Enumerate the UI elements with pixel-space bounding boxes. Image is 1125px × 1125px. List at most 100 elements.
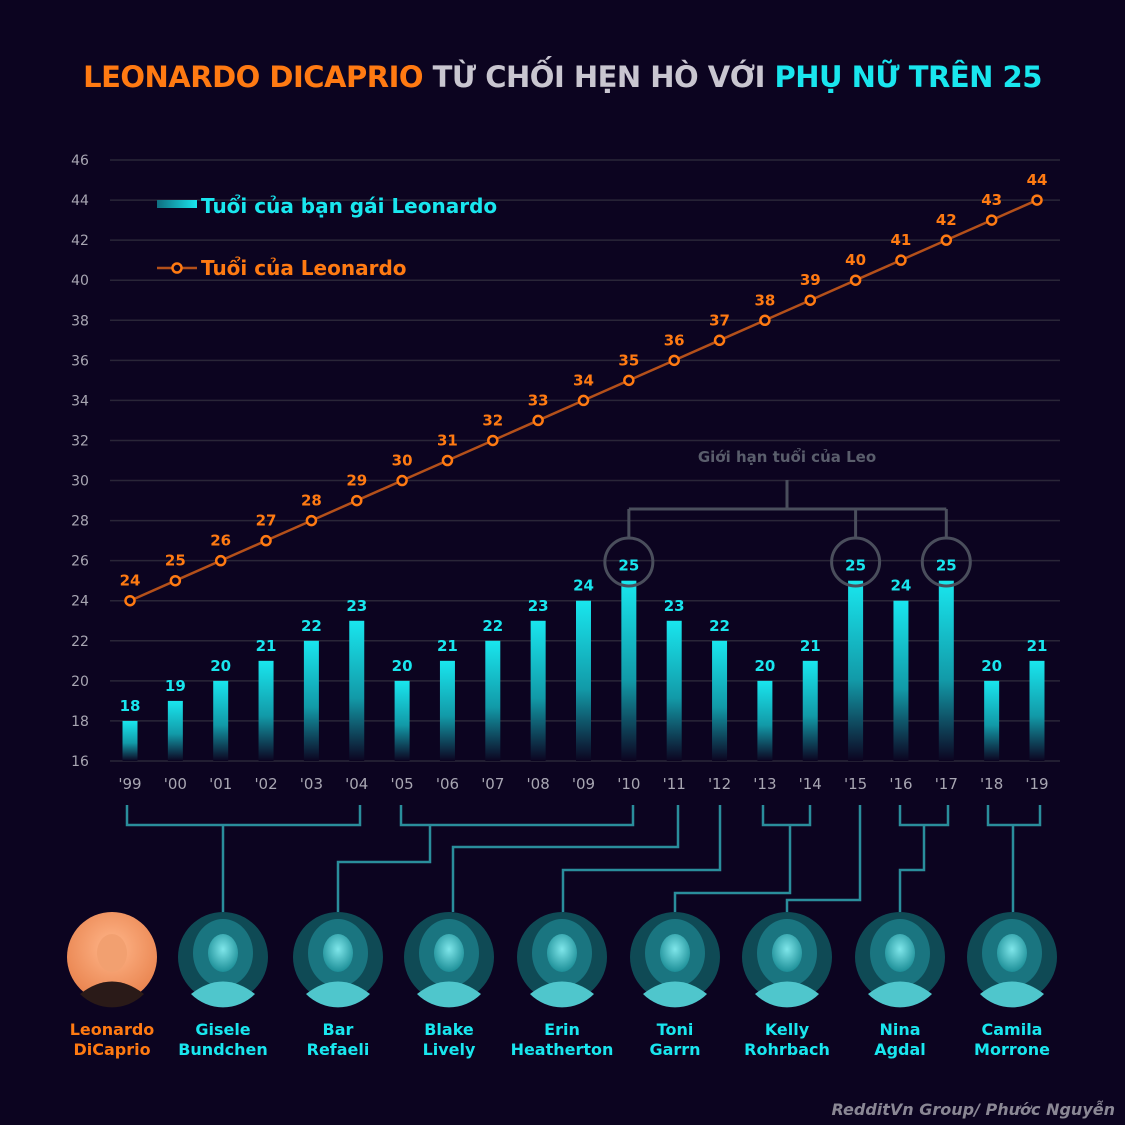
leo-age-point [305, 514, 318, 527]
shoulders-shape [417, 981, 481, 1008]
leo-age-point [985, 214, 998, 226]
leo-age-point [124, 594, 136, 607]
shoulders-shape [643, 981, 707, 1008]
bar [712, 640, 728, 761]
bar [213, 680, 229, 761]
portrait-leonardo [67, 912, 157, 1008]
x-tick-label: '01 [209, 775, 232, 793]
face-shape [323, 934, 353, 972]
leo-age-point [804, 294, 816, 306]
connector-line [451, 805, 680, 912]
leo-age-label: 29 [346, 472, 367, 490]
leo-age-point [214, 554, 227, 567]
bar [439, 660, 455, 761]
x-tick-label: '18 [980, 775, 1003, 793]
leo-age-label: 40 [845, 251, 866, 269]
legend-bar-label: Tuổi của bạn gái Leonardo [201, 194, 497, 218]
x-tick-label: '10 [617, 775, 640, 793]
face-shape [660, 934, 690, 972]
bar [394, 680, 410, 761]
portrait-blake [404, 912, 494, 1008]
connector-line [898, 805, 950, 912]
leo-age-label: 37 [709, 311, 730, 329]
face-shape [547, 934, 577, 972]
credit: RedditVn Group/ Phước Nguyễn [831, 1100, 1116, 1119]
bar-value-label: 19 [165, 677, 186, 695]
y-tick-label: 24 [71, 594, 89, 610]
portrait-gisele [178, 912, 268, 1008]
bar [258, 660, 274, 761]
person-name-line1: Kelly [765, 1020, 810, 1039]
legend-line-label: Tuổi của Leonardo [201, 256, 407, 280]
leo-age-label: 27 [256, 512, 277, 530]
leo-age-label: 36 [664, 331, 685, 349]
person-name-line1: Leonardo [70, 1020, 155, 1039]
leo-age-point [895, 254, 907, 266]
chart-title: LEONARDO DICAPRIO TỪ CHỐI HẸN HÒ VỚI PHỤ… [0, 60, 1125, 94]
shoulders-shape [306, 981, 370, 1008]
bar-value-label: 21 [1027, 637, 1048, 655]
person-name-line2: Rohrbach [744, 1040, 830, 1059]
shoulders-shape [191, 981, 255, 1008]
y-tick-label: 44 [71, 193, 89, 209]
bar-value-label: 22 [482, 617, 503, 635]
leo-age-label: 42 [936, 211, 957, 229]
bar-value-label: 21 [437, 637, 458, 655]
x-tick-label: '08 [527, 775, 550, 793]
leo-age-point [396, 474, 408, 487]
face-shape [434, 934, 464, 972]
leo-age-label: 25 [165, 552, 186, 570]
bar-value-label: 25 [936, 557, 957, 575]
portrait-camila [967, 912, 1057, 1008]
bar-value-label: 24 [573, 577, 594, 595]
x-tick-label: '14 [799, 775, 822, 793]
connector-line [336, 805, 635, 912]
portrait-erin [517, 912, 607, 1008]
highlight-circle [830, 536, 882, 588]
bar [938, 580, 954, 761]
x-tick-label: '09 [572, 775, 595, 793]
bar [349, 620, 365, 761]
face-shape [208, 934, 238, 972]
person-name-line1: Nina [879, 1020, 920, 1039]
portrait-nina [855, 912, 945, 1008]
y-tick-label: 18 [71, 714, 89, 730]
bar [167, 700, 183, 761]
x-tick-label: '03 [300, 775, 323, 793]
bar-value-label: 20 [754, 657, 775, 675]
bar [893, 600, 909, 761]
face-shape [997, 934, 1027, 972]
leo-age-point [713, 334, 726, 347]
x-tick-label: '00 [164, 775, 187, 793]
leo-age-label: 39 [800, 271, 821, 289]
bar [984, 680, 1000, 761]
y-tick-label: 42 [71, 233, 89, 249]
connector-line [785, 805, 862, 912]
bar-value-label: 21 [800, 637, 821, 655]
x-tick-label: '06 [436, 775, 459, 793]
person-name-line2: Refaeli [307, 1040, 370, 1059]
person-name-line2: Bundchen [178, 1040, 268, 1059]
legend-line-marker [171, 262, 183, 274]
bar-value-label: 22 [301, 617, 322, 635]
y-tick-label: 22 [71, 634, 89, 650]
bar-value-label: 25 [845, 557, 866, 575]
title-middle: TỪ CHỐI HẸN HÒ VỚI [432, 60, 766, 94]
leo-age-label: 31 [437, 432, 458, 450]
highlight-circle [603, 536, 655, 588]
shoulders-shape [755, 981, 819, 1008]
leo-age-label: 44 [1027, 171, 1048, 189]
y-tick-label: 16 [71, 754, 89, 770]
leo-age-point [487, 434, 499, 447]
y-tick-label: 28 [71, 514, 89, 530]
x-tick-label: '15 [844, 775, 867, 793]
bar [621, 580, 637, 761]
bar [303, 640, 319, 761]
bar [802, 660, 818, 761]
x-tick-label: '04 [345, 775, 368, 793]
leo-age-label: 26 [210, 532, 231, 550]
person-name-line2: Garrn [649, 1040, 700, 1059]
x-tick-label: '13 [753, 775, 776, 793]
x-tick-label: '19 [1025, 775, 1048, 793]
